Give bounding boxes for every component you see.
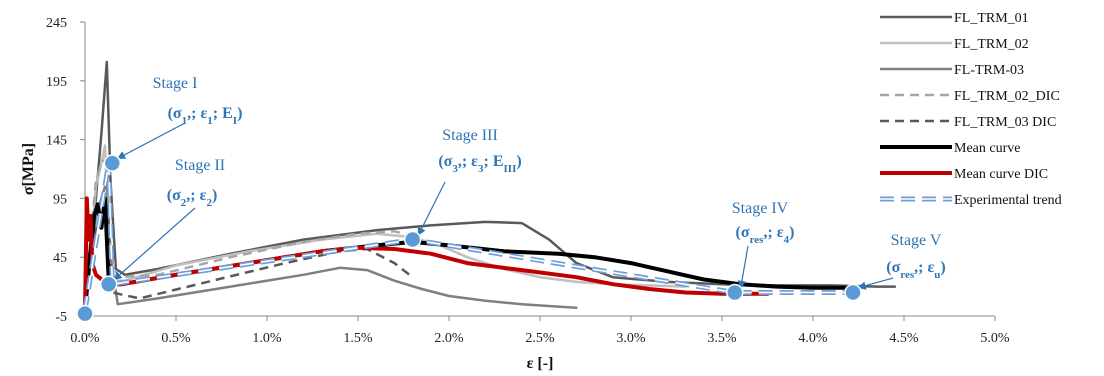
series-group	[82, 60, 897, 313]
legend-label-fl-trm-02: FL_TRM_02	[954, 37, 1029, 52]
stage-label-stage-ii: Stage II	[175, 157, 225, 174]
legend-label-fl-trm-02-dic: FL_TRM_02_DIC	[954, 89, 1060, 104]
stage-tuple-stage-v: (σres,; εu)	[886, 259, 946, 281]
legend-label-mean-curve: Mean curve	[954, 141, 1020, 156]
stage-arrow-stage-iii	[417, 181, 446, 237]
x-tick-label: 1.0%	[252, 331, 282, 346]
stage-label-stage-iv: Stage IV	[732, 200, 789, 217]
axes: 0.0% 0.5% 1.0% 1.5% 2.0% 2.5% 3.0% 3.5% 4.0% 4.5%…	[20, 16, 1010, 372]
stage-marker-4	[725, 283, 744, 302]
series-line-experimental-trend-inner	[84, 162, 853, 311]
x-tick-label: 4.0%	[798, 331, 828, 346]
x-tick-label: 5.0%	[980, 331, 1010, 346]
x-tick-label: 0.5%	[161, 331, 191, 346]
legend-label-fl-trm-01: FL_TRM_01	[954, 11, 1029, 26]
y-tick-label: 45	[53, 251, 67, 266]
legend-label-mean-curve-dic: Mean curve DIC	[954, 167, 1048, 182]
stage-tuple-stage-iii: (σ3,; ε3; EIII)	[438, 153, 521, 175]
series-line-fl-trm-01	[83, 60, 897, 312]
x-tick-label: 3.0%	[616, 331, 646, 346]
legend-label-fl-trm-03-dic: FL_TRM_03 DIC	[954, 115, 1056, 130]
stage-marker-1	[103, 154, 122, 172]
series-line-fl-trm-03	[83, 179, 578, 312]
y-axis-title: σ[MPa]	[20, 143, 37, 195]
x-tick-label: 3.5%	[707, 331, 737, 346]
legend: FL_TRM_01 FL_TRM_02 FL-TRM-03 FL_TRM_02_DIC…	[880, 11, 1062, 208]
legend-label-fl-trm-03: FL-TRM-03	[954, 63, 1024, 78]
stage-arrow-stage-v	[857, 277, 894, 290]
y-tick-label: -5	[55, 310, 67, 325]
x-tick-label: 1.5%	[343, 331, 373, 346]
stage-tuple-stage-iv: (σres,; ε4)	[736, 224, 795, 246]
stage-label-stage-i: Stage I	[153, 75, 198, 92]
x-axis-title: ε [-]	[527, 355, 554, 372]
x-tick-label: 2.5%	[525, 331, 555, 346]
series-line-fl-trm-02-dic	[83, 155, 413, 311]
x-tick-label: 0.0%	[70, 331, 100, 346]
stage-label-stage-v: Stage V	[891, 232, 942, 249]
stage-arrow-stage-i	[116, 122, 186, 159]
stage-marker-3	[403, 230, 422, 249]
x-tick-label: 2.0%	[434, 331, 464, 346]
legend-label-experimental-trend: Experimental trend	[954, 193, 1062, 208]
stage-tuple-stage-ii: (σ2,; ε2)	[167, 187, 218, 209]
stage-arrow-stage-ii	[113, 207, 196, 281]
y-tick-label: 245	[46, 16, 67, 31]
y-tick-label: 195	[46, 75, 67, 90]
stage-marker-5	[844, 283, 862, 302]
stage-arrow-stage-iv	[737, 245, 749, 290]
stage-marker-0	[76, 304, 94, 323]
annotations-group: Stage I (σ1,; ε1; EI) Stage II (σ2,; ε2) Sta…	[113, 75, 946, 290]
stage-marker-2	[99, 275, 118, 293]
y-tick-label: 95	[53, 192, 67, 207]
stage-markers	[76, 154, 862, 323]
stage-tuple-stage-i: (σ1,; ε1; EI)	[168, 105, 243, 127]
stage-label-stage-iii: Stage III	[442, 127, 498, 144]
y-tick-label: 145	[46, 134, 67, 149]
x-tick-label: 4.5%	[889, 331, 919, 346]
